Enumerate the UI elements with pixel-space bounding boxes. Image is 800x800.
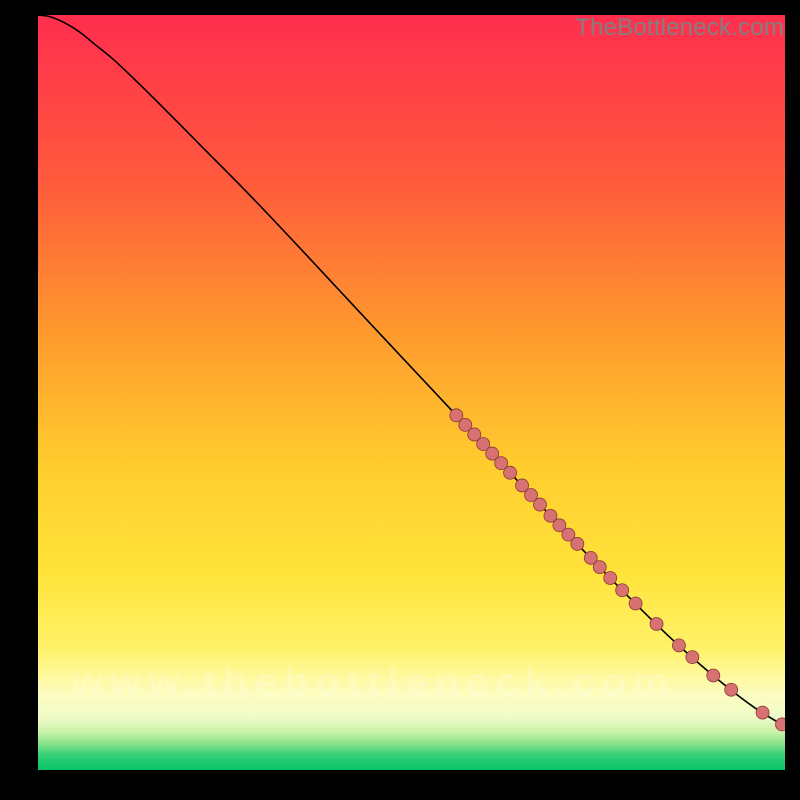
data-marker <box>604 571 617 584</box>
data-marker <box>776 718 785 731</box>
data-marker <box>533 498 546 511</box>
watermark-top-text: TheBottleneck.com <box>575 14 784 41</box>
data-marker <box>707 669 720 682</box>
data-marker <box>571 537 584 550</box>
plot-area: www.thebottleneck.com <box>38 15 785 770</box>
markers-group <box>450 409 785 731</box>
data-marker <box>616 584 629 597</box>
data-marker <box>672 639 685 652</box>
watermark-top: TheBottleneck.com <box>575 14 784 42</box>
curve-svg <box>38 15 785 770</box>
data-marker <box>629 597 642 610</box>
data-marker <box>504 466 517 479</box>
curve-path <box>38 15 785 726</box>
data-marker <box>725 683 738 696</box>
data-marker <box>593 561 606 574</box>
page-root: { "image": { "width_px": 800, "height_px… <box>0 0 800 800</box>
data-marker <box>686 651 699 664</box>
data-marker <box>756 706 769 719</box>
data-marker <box>650 618 663 631</box>
